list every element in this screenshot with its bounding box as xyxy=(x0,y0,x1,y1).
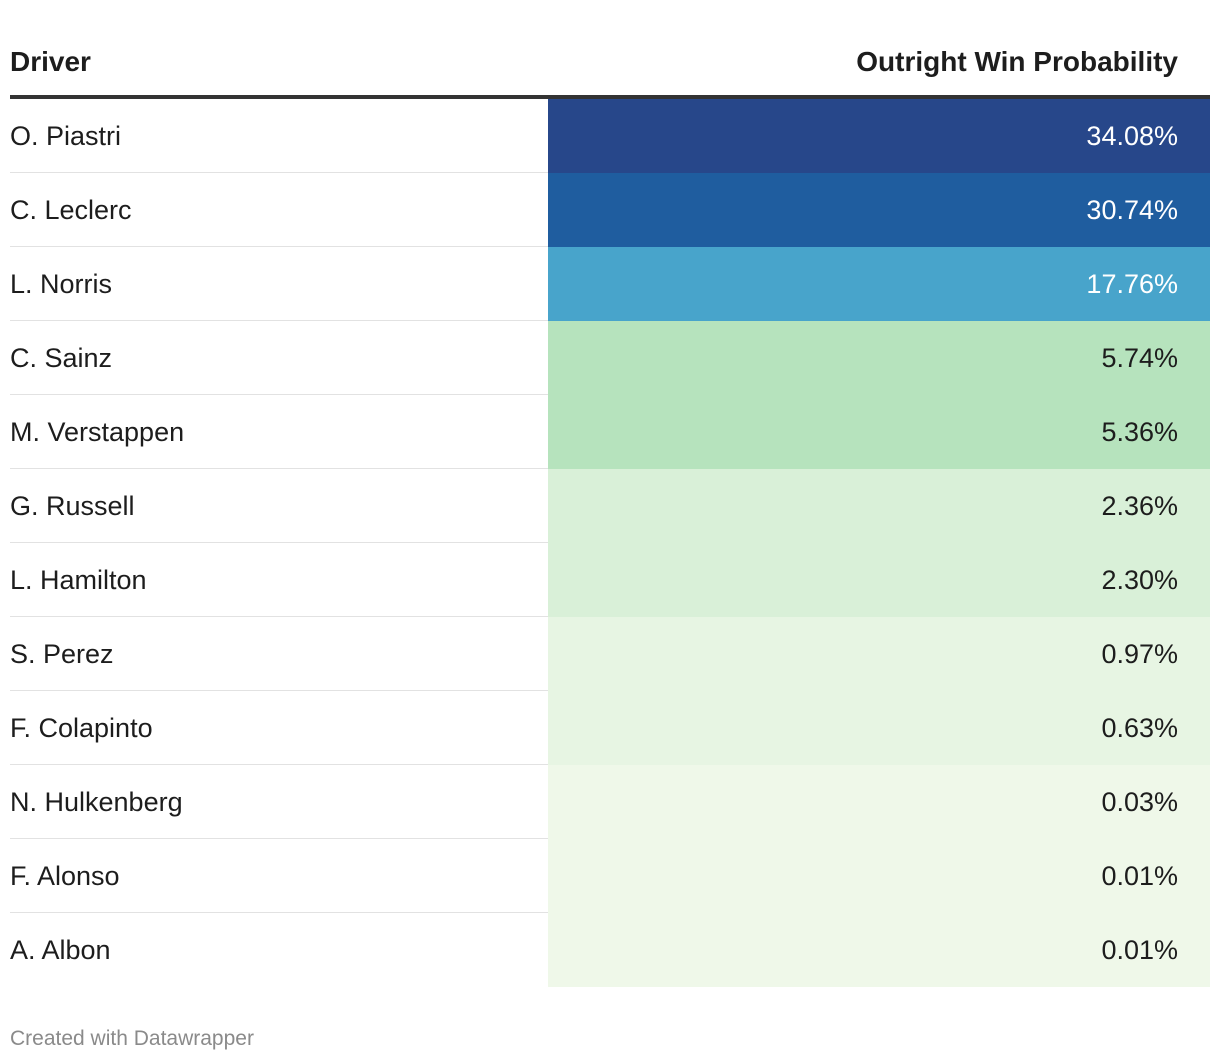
probability-value: 0.01% xyxy=(1101,861,1178,891)
probability-cell: 0.01% xyxy=(548,913,1210,987)
driver-name: G. Russell xyxy=(10,491,135,521)
driver-name: C. Leclerc xyxy=(10,195,132,225)
probability-cell: 17.76% xyxy=(548,247,1210,321)
table-row: C. Leclerc 30.74% xyxy=(10,173,1210,247)
driver-name: F. Colapinto xyxy=(10,713,153,743)
table-row: L. Norris 17.76% xyxy=(10,247,1210,321)
table-row: O. Piastri 34.08% xyxy=(10,99,1210,173)
driver-name: N. Hulkenberg xyxy=(10,787,183,817)
driver-name: S. Perez xyxy=(10,639,114,669)
probability-cell: 5.74% xyxy=(548,321,1210,395)
driver-name: M. Verstappen xyxy=(10,417,185,447)
driver-name: A. Albon xyxy=(10,935,111,965)
driver-name: L. Hamilton xyxy=(10,565,147,595)
table-row: L. Hamilton 2.30% xyxy=(10,543,1210,617)
probability-cell: 0.97% xyxy=(548,617,1210,691)
probability-cell: 0.01% xyxy=(548,839,1210,913)
probability-value: 5.74% xyxy=(1101,343,1178,373)
table-row: F. Colapinto 0.63% xyxy=(10,691,1210,765)
probability-cell: 34.08% xyxy=(548,99,1210,173)
datawrapper-credit[interactable]: Created with Datawrapper xyxy=(10,1027,254,1050)
probability-value: 17.76% xyxy=(1086,269,1178,299)
table-row: S. Perez 0.97% xyxy=(10,617,1210,691)
probability-value: 0.01% xyxy=(1101,935,1178,965)
table-body: O. Piastri 34.08% C. Leclerc 30.74% L. Norri… xyxy=(10,99,1210,987)
probability-cell: 2.36% xyxy=(548,469,1210,543)
probability-value: 2.36% xyxy=(1101,491,1178,521)
probability-value: 2.30% xyxy=(1101,565,1178,595)
probability-value: 5.36% xyxy=(1101,417,1178,447)
probability-cell: 0.03% xyxy=(548,765,1210,839)
probability-value: 30.74% xyxy=(1086,195,1178,225)
table-row: M. Verstappen 5.36% xyxy=(10,395,1210,469)
table-row: F. Alonso 0.01% xyxy=(10,839,1210,913)
probability-column-header[interactable]: Outright Win Probability xyxy=(856,46,1178,77)
driver-name: C. Sainz xyxy=(10,343,113,373)
probability-value: 0.03% xyxy=(1101,787,1178,817)
table-header: Driver Outright Win Probability xyxy=(10,0,1210,99)
probability-value: 0.63% xyxy=(1101,713,1178,743)
driver-name: O. Piastri xyxy=(10,121,122,151)
table-row: C. Sainz 5.74% xyxy=(10,321,1210,395)
probability-cell: 30.74% xyxy=(548,173,1210,247)
probability-cell: 0.63% xyxy=(548,691,1210,765)
probability-cell: 5.36% xyxy=(548,395,1210,469)
table-row: N. Hulkenberg 0.03% xyxy=(10,765,1210,839)
table-row: A. Albon 0.01% xyxy=(10,913,1210,987)
probability-table: Driver Outright Win Probability O. Piast… xyxy=(10,0,1210,987)
driver-name: L. Norris xyxy=(10,269,113,299)
probability-cell: 2.30% xyxy=(548,543,1210,617)
table-row: G. Russell 2.36% xyxy=(10,469,1210,543)
driver-column-header[interactable]: Driver xyxy=(10,46,91,77)
probability-value: 0.97% xyxy=(1101,639,1178,669)
driver-name: F. Alonso xyxy=(10,861,120,891)
probability-value: 34.08% xyxy=(1086,121,1178,151)
